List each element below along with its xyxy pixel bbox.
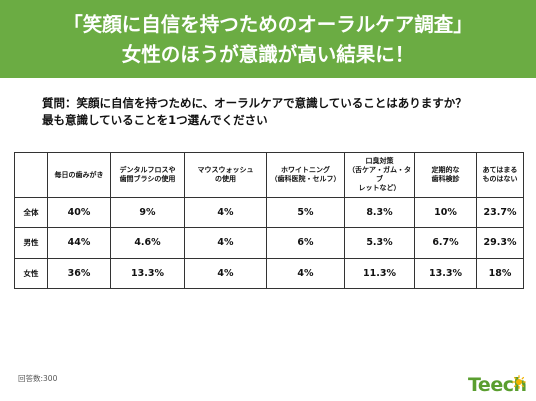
table-cell: 13.3% — [414, 257, 477, 290]
table-cell: 40% — [47, 196, 111, 229]
column-header: ホワイトニング （歯科医院・セルフ） — [266, 152, 345, 198]
table-cell: 8.3% — [344, 196, 415, 229]
table-cell: 6.7% — [414, 227, 477, 259]
table-cell: 6% — [266, 227, 345, 259]
table-cell: 4% — [266, 257, 345, 290]
row-label: 全体 — [14, 196, 48, 229]
table-cell: 18% — [476, 257, 524, 290]
sun-icon — [512, 375, 526, 389]
column-header-line: レットなど） — [358, 184, 401, 192]
column-header: マウスウォッシュ の使用 — [184, 152, 267, 198]
table-cell: 4% — [184, 257, 267, 290]
column-header-line: 歯科検診 — [431, 175, 460, 183]
table-cell: 23.7% — [476, 196, 524, 229]
table-cell: 29.3% — [476, 227, 524, 259]
column-header-line: 歯間ブラシの使用 — [119, 175, 176, 183]
table-cell: 4% — [184, 227, 267, 259]
column-header-line: デンタルフロスや — [119, 166, 176, 174]
column-header: あてはまる ものはない — [476, 152, 524, 198]
column-header-line: 毎日の歯みがき — [54, 170, 104, 179]
table-row: 男性 44% 4.6% 4% 6% 5.3% 6.7% 29.3% — [14, 227, 524, 259]
table-cell: 13.3% — [110, 257, 185, 290]
title-banner: 「笑顔に自信を持つためのオーラルケア調査」 女性のほうが意識が高い結果に！ — [0, 0, 536, 78]
row-label: 男性 — [14, 227, 48, 259]
column-header-line: （舌ケア・ガム・タブ — [348, 166, 411, 183]
results-table: 毎日の歯みがき デンタルフロスや 歯間ブラシの使用 マウスウォッシュ の使用 ホワイ… — [14, 152, 524, 290]
table-cell: 5% — [266, 196, 345, 229]
column-header-line: （歯科医院・セルフ） — [270, 175, 341, 183]
table-row: 女性 36% 13.3% 4% 4% 11.3% 13.3% 18% — [14, 257, 524, 290]
table-row: 全体 40% 9% 4% 5% 8.3% 10% 23.7% — [14, 196, 524, 229]
question-line-1: 質問：笑顔に自信を持つために、オーラルケアで意識していることはありますか？ — [42, 96, 467, 110]
table-cell: 4.6% — [110, 227, 185, 259]
table-cell: 36% — [47, 257, 111, 290]
table-cell: 9% — [110, 196, 185, 229]
survey-question: 質問：笑顔に自信を持つために、オーラルケアで意識していることはありますか？ 最も… — [42, 95, 512, 129]
teech-logo: Teech — [468, 373, 534, 399]
table-cell: 5.3% — [344, 227, 415, 259]
question-line-2: 最も意識していることを1つ選んでください — [42, 113, 268, 127]
column-header-line: マウスウォッシュ — [197, 166, 254, 174]
column-header-line: 定期的な — [431, 166, 460, 174]
column-header: 毎日の歯みがき — [47, 152, 111, 198]
column-header: 定期的な 歯科検診 — [414, 152, 477, 198]
column-header: 口臭対策 （舌ケア・ガム・タブ レットなど） — [344, 152, 415, 198]
table-header-row: 毎日の歯みがき デンタルフロスや 歯間ブラシの使用 マウスウォッシュ の使用 ホワイ… — [14, 152, 524, 198]
table-cell: 44% — [47, 227, 111, 259]
row-label: 女性 — [14, 257, 48, 290]
corner-cell — [14, 152, 48, 198]
respondent-count: 回答数:300 — [18, 374, 58, 383]
column-header-line: ものはない — [482, 175, 518, 183]
title-line-1: 「笑顔に自信を持つためのオーラルケア調査」 — [63, 13, 473, 36]
column-header-line: ホワイトニング — [281, 166, 330, 174]
table-cell: 10% — [414, 196, 477, 229]
column-header-line: の使用 — [215, 175, 236, 183]
logo-wordmark: Teech — [468, 374, 527, 396]
table-cell: 11.3% — [344, 257, 415, 290]
column-header-line: あてはまる — [482, 166, 518, 174]
column-header: デンタルフロスや 歯間ブラシの使用 — [110, 152, 185, 198]
column-header-line: 口臭対策 — [365, 157, 394, 165]
title-line-2: 女性のほうが意識が高い結果に！ — [121, 43, 415, 66]
table-cell: 4% — [184, 196, 267, 229]
